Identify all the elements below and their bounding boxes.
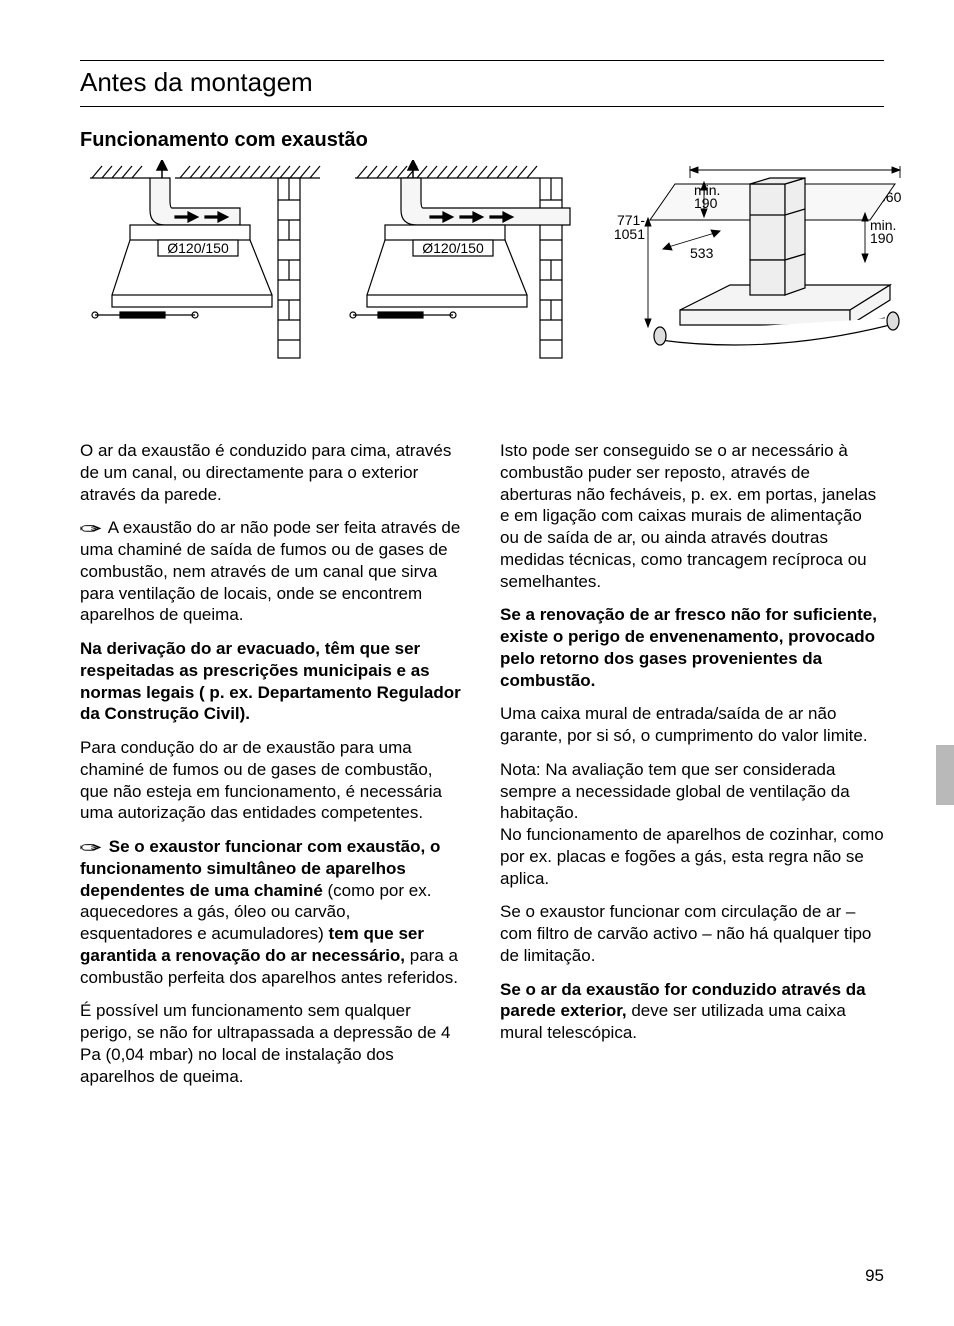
rule-bottom [80, 106, 884, 107]
hand-icon [80, 841, 102, 854]
rule-top [80, 60, 884, 61]
column-left: O ar da exaustão é conduzido para cima, … [80, 440, 464, 1099]
side-tab [936, 745, 954, 805]
paragraph: Na derivação do ar evacuado, têm que ser… [80, 638, 464, 725]
page-number: 95 [865, 1266, 884, 1286]
paragraph: O ar da exaustão é conduzido para cima, … [80, 440, 464, 505]
paragraph: Se o exaustor funcionar com exaustão, o … [80, 836, 464, 988]
diagram-isometric: 660 771-1051 min.190 533 [610, 160, 930, 380]
duct1-label: Ø120/150 [167, 240, 229, 256]
hand-icon [80, 522, 102, 535]
page-title: Antes da montagem [80, 67, 884, 98]
paragraph: É possível um funcionamento sem qualquer… [80, 1000, 464, 1087]
paragraph: Isto pode ser conseguido se o ar necessá… [500, 440, 884, 592]
paragraph: Uma caixa mural de entrada/saída de ar n… [500, 703, 884, 747]
figure-row: Ø120/150 [80, 160, 884, 380]
paragraph: Se o ar da exaustão for conduzido atravé… [500, 979, 884, 1044]
dim-533: 533 [690, 245, 714, 261]
body-columns: O ar da exaustão é conduzido para cima, … [80, 440, 884, 1099]
paragraph: Para condução do ar de exaustão para uma… [80, 737, 464, 824]
paragraph: Nota: Na avaliação tem que ser considera… [500, 759, 884, 890]
diagram-duct-wall: Ø120/150 [345, 160, 595, 380]
dim-min190-upper: min.190 [694, 182, 720, 211]
paragraph: Se o exaustor funcionar com circulação d… [500, 901, 884, 966]
duct2-label: Ø120/150 [422, 240, 484, 256]
subheading: Funcionamento com exaustão [80, 129, 884, 152]
paragraph: Se a renovação de ar fresco não for sufi… [500, 604, 884, 691]
diagram-duct-vertical: Ø120/150 [80, 160, 330, 380]
dim-771: 771-1051 [614, 212, 645, 242]
dim-min190-lower: min.190 [870, 217, 896, 246]
paragraph: A exaustão do ar não pode ser feita atra… [80, 517, 464, 626]
column-right: Isto pode ser conseguido se o ar necessá… [500, 440, 884, 1099]
